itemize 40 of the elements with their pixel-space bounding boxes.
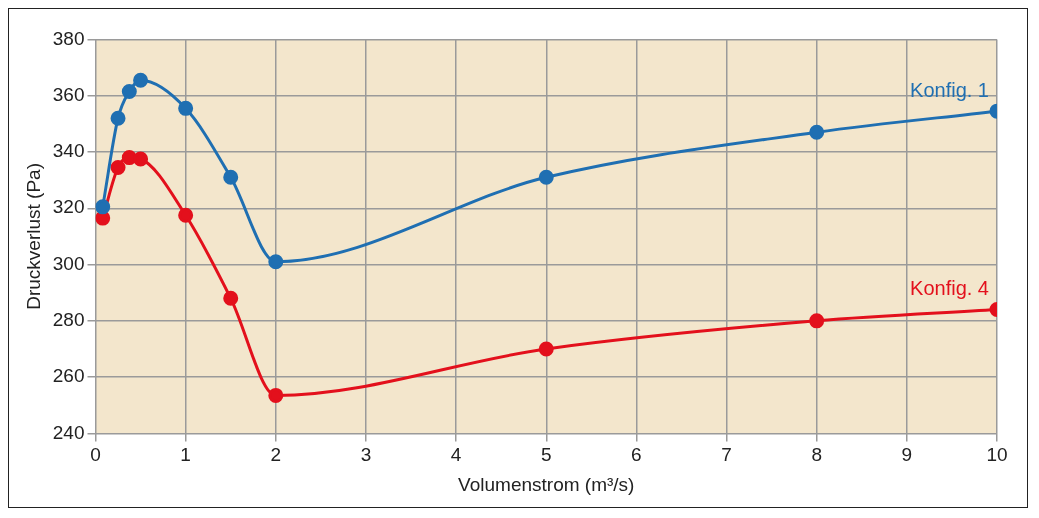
point [538,169,554,185]
point [809,124,825,140]
y-tick-label: 340 [52,140,85,162]
x-tick-label: 8 [811,444,822,466]
point [809,313,825,329]
x-tick-label: 5 [540,444,552,466]
x-tick-label: 7 [721,444,732,466]
y-tick-label: 240 [52,421,85,443]
y-tick-label: 260 [52,365,85,387]
series-label: Konfig. 1 [910,78,989,101]
y-tick-label: 380 [52,27,85,49]
point [268,387,284,403]
point [95,199,111,215]
y-tick-label: 280 [52,309,85,331]
point [133,72,149,88]
point [121,150,137,166]
point [538,341,554,357]
point [268,254,284,270]
x-tick-label: 6 [631,444,642,466]
series-label: Konfig. 4 [910,277,989,300]
y-tick-label: 360 [52,83,85,105]
y-tick-label: 320 [52,196,85,218]
point [178,100,194,116]
point [110,159,126,175]
x-tick-label: 3 [360,444,372,466]
y-axis-title: Druckverlust (Pa) [22,163,44,310]
x-tick-label: 10 [986,444,1008,466]
x-axis-title: Volumenstrom (m³/s) [458,473,635,495]
point [223,169,239,185]
y-tick-label: 300 [52,252,85,274]
point [223,290,239,306]
x-tick-label: 9 [901,444,913,466]
point [178,207,194,223]
x-tick-label: 2 [270,444,282,466]
point [133,151,149,167]
x-tick-label: 1 [180,444,191,466]
x-tick-label: 0 [90,444,101,466]
x-tick-label: 4 [450,444,462,466]
point [110,110,126,126]
point [121,83,137,99]
